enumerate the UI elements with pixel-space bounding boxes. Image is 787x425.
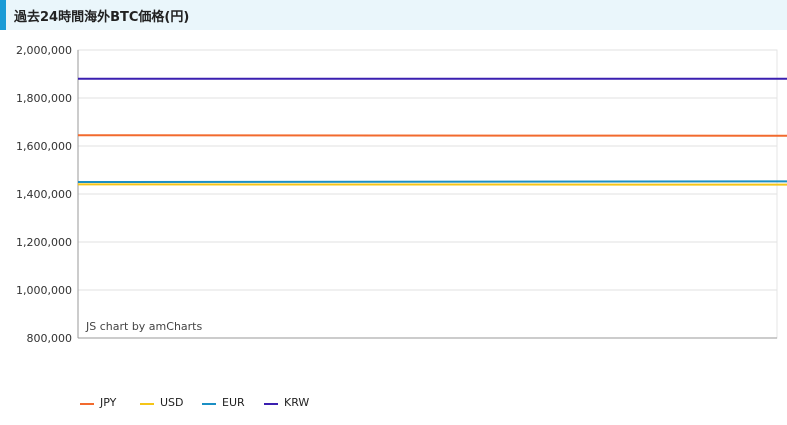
y-tick-label: 800,000 (27, 332, 73, 345)
legend-swatch (202, 403, 216, 405)
legend-label: JPY (100, 396, 117, 409)
legend-label: KRW (284, 396, 310, 409)
chart-title-bar: 過去24時間海外BTC価格(円) (0, 0, 787, 30)
amcharts-credit[interactable]: JS chart by amCharts (85, 320, 202, 333)
legend-swatch (140, 403, 154, 405)
legend-label: EUR (222, 396, 245, 409)
y-tick-label: 1,400,000 (16, 188, 72, 201)
y-tick-label: 2,000,000 (16, 44, 72, 57)
y-tick-label: 1,800,000 (16, 92, 72, 105)
axes (77, 50, 777, 339)
legend-label: USD (160, 396, 184, 409)
legend-swatch (80, 403, 94, 405)
grid-lines (77, 49, 778, 339)
tick-labels: 2,000,000 1,800,000 1,600,000 1,400,000 1,20… (16, 44, 73, 345)
y-tick-label: 1,200,000 (16, 236, 72, 249)
y-tick-label: 1,600,000 (16, 140, 72, 153)
legend-swatch (264, 403, 278, 405)
y-tick-label: 1,000,000 (16, 284, 72, 297)
chart-title: 過去24時間海外BTC価格(円) (14, 10, 190, 25)
